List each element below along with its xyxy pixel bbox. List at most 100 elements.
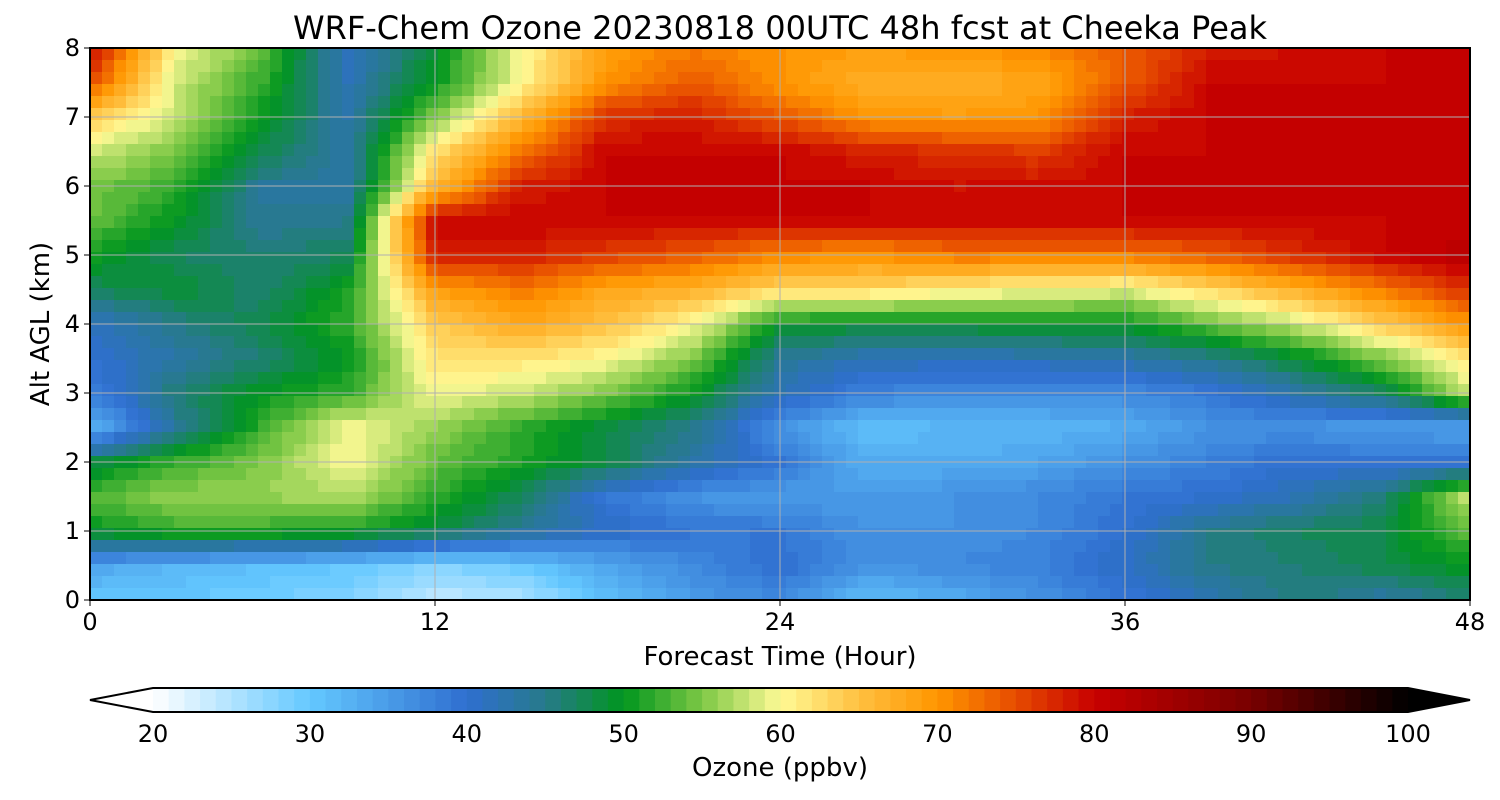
field-cell xyxy=(966,528,979,541)
field-cell xyxy=(390,492,403,505)
field-cell xyxy=(102,252,115,265)
field-cell xyxy=(1254,192,1267,205)
field-cell xyxy=(1350,360,1363,373)
field-cell xyxy=(162,204,175,217)
field-cell xyxy=(750,192,763,205)
field-cell xyxy=(1074,228,1087,241)
field-cell xyxy=(630,96,643,109)
field-cell xyxy=(402,228,415,241)
field-cell xyxy=(258,552,271,565)
field-cell xyxy=(1398,240,1411,253)
field-cell xyxy=(918,420,931,433)
field-cell xyxy=(738,504,751,517)
field-cell xyxy=(222,480,235,493)
field-cell xyxy=(1074,48,1087,61)
field-cell xyxy=(870,336,883,349)
field-cell xyxy=(342,396,355,409)
field-cell xyxy=(270,300,283,313)
field-cell xyxy=(390,216,403,229)
field-cell xyxy=(1050,228,1063,241)
field-cell xyxy=(1434,288,1447,301)
field-cell xyxy=(162,252,175,265)
field-cell xyxy=(762,276,775,289)
field-cell xyxy=(1158,216,1171,229)
field-cell xyxy=(1002,528,1015,541)
field-cell xyxy=(1206,96,1219,109)
field-cell xyxy=(966,48,979,61)
field-cell xyxy=(642,216,655,229)
field-cell xyxy=(714,468,727,481)
field-cell xyxy=(1062,516,1075,529)
field-cell xyxy=(942,480,955,493)
field-cell xyxy=(1314,528,1327,541)
field-cell xyxy=(1386,84,1399,97)
field-cell xyxy=(618,372,631,385)
field-cell xyxy=(558,468,571,481)
field-cell xyxy=(1158,528,1171,541)
field-cell xyxy=(1086,276,1099,289)
field-cell xyxy=(222,540,235,553)
field-cell xyxy=(1050,264,1063,277)
field-cell xyxy=(858,252,871,265)
field-cell xyxy=(318,120,331,133)
field-cell xyxy=(162,516,175,529)
field-cell xyxy=(942,360,955,373)
field-cell xyxy=(1254,168,1267,181)
field-cell xyxy=(1410,312,1423,325)
field-cell xyxy=(174,132,187,145)
field-cell xyxy=(102,564,115,577)
field-cell xyxy=(318,264,331,277)
field-cell xyxy=(438,324,451,337)
field-cell xyxy=(1050,420,1063,433)
field-cell xyxy=(1362,396,1375,409)
field-cell xyxy=(390,288,403,301)
field-cell xyxy=(1122,552,1135,565)
field-cell xyxy=(990,156,1003,169)
field-cell xyxy=(546,360,559,373)
field-cell xyxy=(126,324,139,337)
field-cell xyxy=(1134,276,1147,289)
field-cell xyxy=(222,444,235,457)
field-cell xyxy=(846,264,859,277)
field-cell xyxy=(138,336,151,349)
field-cell xyxy=(90,360,103,373)
field-cell xyxy=(738,132,751,145)
field-cell xyxy=(810,252,823,265)
field-cell xyxy=(570,276,583,289)
field-cell xyxy=(942,372,955,385)
field-cell xyxy=(1350,396,1363,409)
field-cell xyxy=(258,360,271,373)
field-cell xyxy=(1230,504,1243,517)
field-cell xyxy=(1326,516,1339,529)
field-cell xyxy=(246,360,259,373)
field-cell xyxy=(702,468,715,481)
field-cell xyxy=(834,96,847,109)
field-cell xyxy=(1242,156,1255,169)
field-cell xyxy=(126,132,139,145)
field-cell xyxy=(570,240,583,253)
field-cell xyxy=(1230,72,1243,85)
field-cell xyxy=(90,300,103,313)
field-cell xyxy=(402,396,415,409)
field-cell xyxy=(726,336,739,349)
field-cell xyxy=(1386,96,1399,109)
field-cell xyxy=(1134,324,1147,337)
field-cell xyxy=(1002,372,1015,385)
field-cell xyxy=(750,468,763,481)
field-cell xyxy=(738,192,751,205)
field-cell xyxy=(990,396,1003,409)
field-cell xyxy=(438,492,451,505)
field-cell xyxy=(198,264,211,277)
field-cell xyxy=(1398,504,1411,517)
field-cell xyxy=(1266,312,1279,325)
field-cell xyxy=(1362,168,1375,181)
field-cell xyxy=(234,516,247,529)
field-cell xyxy=(750,228,763,241)
field-cell xyxy=(1014,444,1027,457)
field-cell xyxy=(486,48,499,61)
field-cell xyxy=(126,84,139,97)
field-cell xyxy=(1386,240,1399,253)
field-cell xyxy=(546,156,559,169)
field-cell xyxy=(1338,408,1351,421)
field-cell xyxy=(1290,252,1303,265)
